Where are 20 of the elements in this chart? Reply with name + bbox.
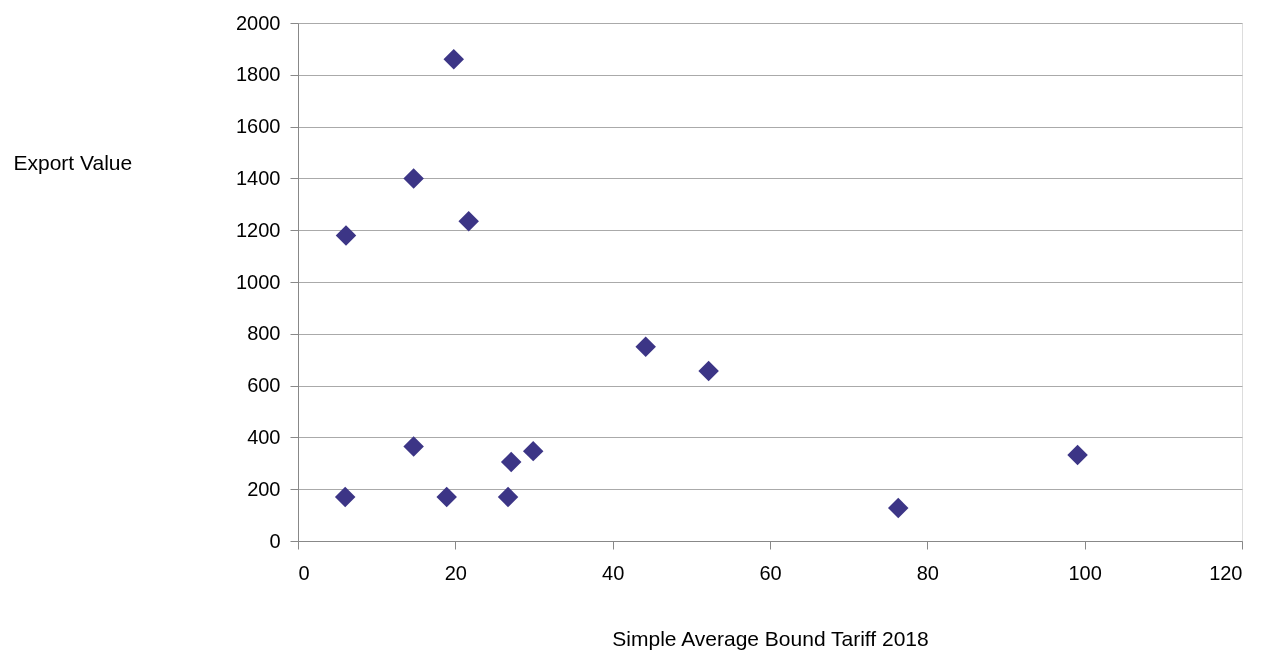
- y-axis-title: Export Value: [13, 150, 133, 174]
- y-tick-label: 0: [269, 529, 281, 552]
- x-tick-label: 100: [1068, 561, 1102, 584]
- x-tick-label: 80: [916, 561, 939, 584]
- x-tick-label: 120: [1209, 561, 1243, 584]
- x-axis-title: Simple Average Bound Tariff 2018: [612, 626, 929, 650]
- x-tick-label: 60: [759, 561, 782, 584]
- y-tick-label: 600: [247, 374, 281, 397]
- x-tick-label: 40: [602, 561, 625, 584]
- x-tick-label: 0: [298, 561, 310, 584]
- y-tick-label: 400: [247, 425, 281, 448]
- y-tick-label: 1200: [236, 218, 281, 241]
- y-tick-label: 800: [247, 322, 281, 345]
- y-tick-label: 2000: [236, 11, 281, 34]
- y-tick-label: 1600: [236, 115, 281, 138]
- y-tick-label: 1800: [236, 63, 281, 86]
- y-tick-label: 1400: [236, 166, 281, 189]
- y-tick-label: 200: [247, 477, 281, 500]
- x-tick-label: 20: [444, 561, 467, 584]
- y-tick-label: 1000: [236, 270, 281, 293]
